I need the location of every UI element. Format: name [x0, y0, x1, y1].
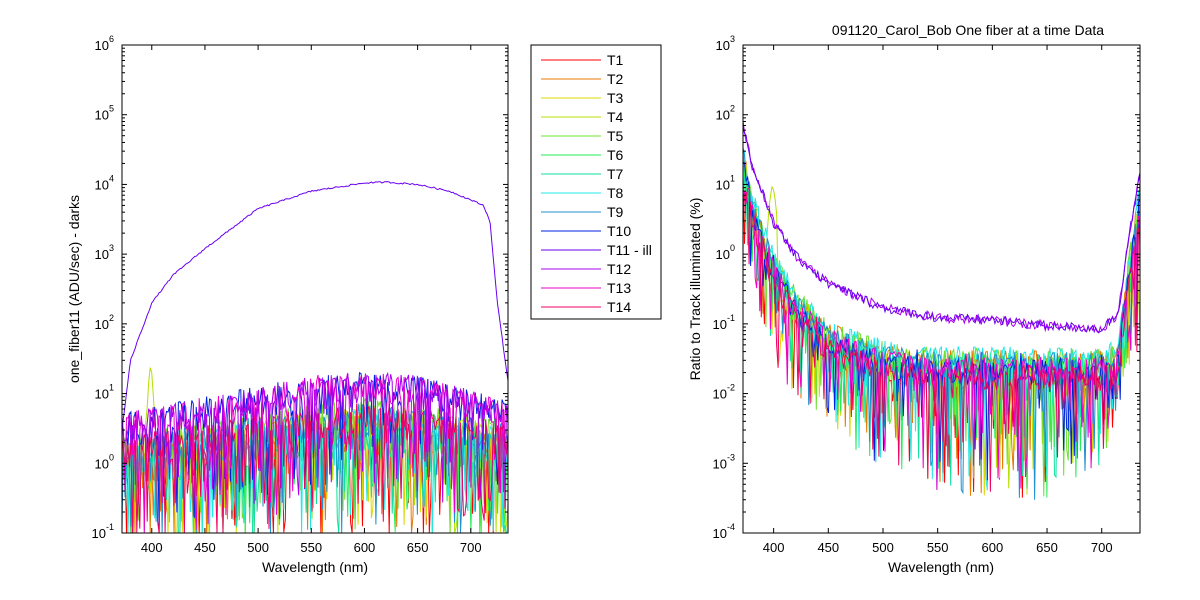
x-tick-label: 450	[194, 540, 216, 555]
right-plot-title: 091120_Carol_Bob One fiber at a time Dat…	[832, 22, 1104, 38]
legend-label: T10	[607, 223, 631, 239]
y-tick-label: 103	[716, 34, 735, 53]
series-line-t8	[743, 149, 1140, 491]
right-plot-lines	[743, 120, 1140, 500]
left-x-ticks: 400 450 500 550 600 650 700	[141, 45, 482, 555]
y-tick-label: 10-4	[713, 522, 735, 541]
right-y-axis-label: Ratio to Track illuminated (%)	[687, 198, 703, 381]
y-tick-label: 10-1	[713, 313, 735, 332]
series-line-t14	[743, 191, 1140, 492]
legend-label: T4	[607, 109, 624, 125]
y-tick-label: 10-2	[713, 383, 735, 402]
legend-label: T3	[607, 90, 624, 106]
series-line-t11---ill	[743, 125, 1140, 334]
axes-frame	[742, 44, 1141, 534]
legend-box	[530, 44, 662, 320]
legend-label: T14	[607, 299, 631, 315]
y-tick-label: 101	[716, 173, 735, 192]
legend-label: T7	[607, 166, 624, 182]
legend-label: T5	[607, 128, 624, 144]
series-line-t12	[122, 371, 508, 525]
legend: T1 T2 T3 T4 T5 T6 T7 T8 T9 T10 T11 - ill T12 T13 T14	[530, 44, 662, 320]
axes-frame	[121, 44, 509, 534]
x-tick-label: 650	[407, 540, 429, 555]
left-plot: 400 450 500 550 600 650 700 10-110010110210310…	[66, 34, 509, 575]
legend-label: T1	[607, 52, 624, 68]
left-plot-frame	[121, 44, 509, 534]
series-line-t9	[743, 147, 1140, 500]
y-tick-label: 101	[95, 383, 114, 402]
legend-label: T11 - ill	[607, 242, 652, 258]
y-tick-label: 103	[95, 243, 114, 262]
series-line-t12	[743, 120, 1140, 334]
y-tick-label: 10-1	[92, 522, 114, 541]
x-tick-label: 500	[872, 540, 894, 555]
left-y-axis-label: one_fiber11 (ADU/sec) - darks	[66, 195, 82, 383]
y-tick-label: 10-3	[713, 452, 735, 471]
right-x-axis-label: Wavelength (nm)	[888, 559, 994, 575]
x-tick-label: 400	[141, 540, 163, 555]
y-tick-label: 105	[95, 104, 114, 123]
right-plot-area	[743, 45, 1140, 533]
legend-items: T1 T2 T3 T4 T5 T6 T7 T8 T9 T10 T11 - ill T12 T13 T14	[541, 52, 652, 315]
legend-label: T6	[607, 147, 624, 163]
legend-label: T12	[607, 261, 631, 277]
y-tick-label: 100	[716, 243, 735, 262]
left-y-ticks: 10-1 100 101 102 103 104 105 106	[92, 34, 508, 541]
right-plot: 400 450 500 550 600 650 700 10-410-310-210-110…	[687, 22, 1141, 575]
y-tick-label: 100	[95, 452, 114, 471]
x-tick-label: 550	[300, 540, 322, 555]
right-x-ticks: 400 450 500 550 600 650 700	[763, 45, 1113, 555]
left-plot-lines	[122, 181, 508, 533]
legend-label: T2	[607, 71, 624, 87]
x-tick-label: 450	[817, 540, 839, 555]
series-line-t11---ill	[122, 181, 508, 431]
x-tick-label: 550	[927, 540, 949, 555]
y-tick-label: 106	[95, 34, 114, 53]
x-tick-label: 500	[247, 540, 269, 555]
left-x-axis-label: Wavelength (nm)	[262, 559, 368, 575]
right-plot-frame	[742, 44, 1141, 534]
y-tick-label: 102	[95, 313, 114, 332]
legend-label: T9	[607, 204, 624, 220]
x-tick-label: 600	[982, 540, 1004, 555]
right-y-ticks: 10-4 10-3 10-2 10-1 100 101 102 103	[713, 34, 1140, 541]
x-tick-label: 400	[763, 540, 785, 555]
x-tick-label: 700	[1091, 540, 1113, 555]
legend-label: T8	[607, 185, 624, 201]
x-tick-label: 700	[460, 540, 482, 555]
x-tick-label: 600	[354, 540, 376, 555]
y-tick-label: 102	[716, 104, 735, 123]
legend-label: T13	[607, 280, 631, 296]
y-tick-label: 104	[95, 173, 114, 192]
x-tick-label: 650	[1036, 540, 1058, 555]
